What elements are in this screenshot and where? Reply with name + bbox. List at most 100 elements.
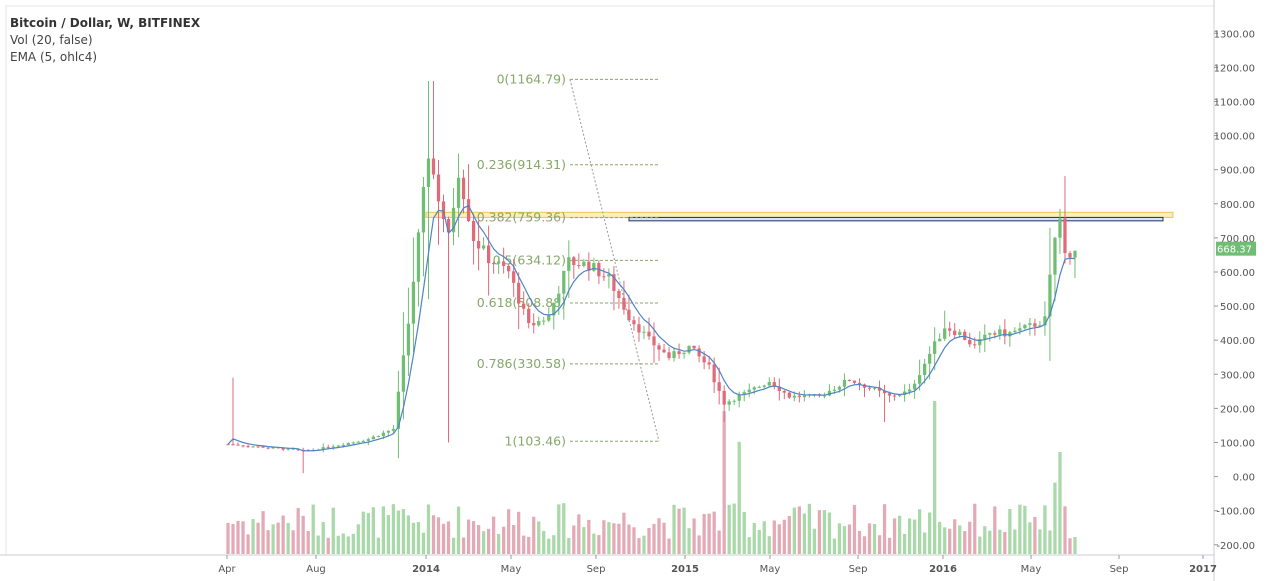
candle-body	[507, 265, 511, 272]
candles	[226, 81, 1077, 474]
volume-bar	[286, 523, 290, 554]
candle-body	[938, 338, 942, 342]
candle-body	[882, 390, 887, 394]
volume-bar	[832, 538, 837, 554]
fib-level-label: 1(103.46)	[505, 433, 566, 448]
candle-body	[978, 339, 982, 346]
candle-body	[988, 333, 992, 335]
candle-body	[361, 440, 365, 442]
volume-bar	[542, 531, 546, 554]
y-tick-label: 400.00	[1220, 336, 1255, 347]
candle-body	[928, 353, 932, 364]
candle-body	[441, 201, 446, 220]
candle-body	[757, 386, 761, 388]
volume-bar	[1003, 532, 1007, 554]
candle-body	[366, 439, 370, 441]
volume-bar	[351, 533, 355, 554]
volume-bar	[677, 508, 681, 554]
volume-bar	[973, 503, 977, 554]
volume-bar	[847, 524, 852, 554]
candle-body	[867, 387, 872, 389]
volume-bar	[797, 506, 801, 554]
volume-bar	[411, 522, 416, 554]
candle-body	[476, 241, 481, 249]
volume-bar	[507, 509, 511, 554]
volume-bar	[291, 530, 295, 554]
axes: 1300.00 1200.00 1100.00 1000.00 900.00 800.00…	[218, 29, 1256, 575]
fib-level-label: 0.236(914.31)	[477, 157, 566, 172]
volume-bar	[517, 511, 521, 554]
candle-body	[577, 265, 581, 267]
volume-bar	[727, 504, 731, 554]
volume-bar	[827, 512, 832, 554]
candle-body	[1068, 253, 1072, 258]
volume-bar	[782, 519, 786, 554]
candle-body	[602, 276, 606, 278]
candle-body	[662, 349, 666, 353]
volume-bar	[978, 536, 982, 554]
volume-bar	[431, 515, 436, 554]
candle-body	[852, 380, 857, 383]
x-tick-label: Sep	[849, 564, 868, 575]
candle-body	[727, 401, 731, 405]
volume-legend: Vol (20, false)	[10, 33, 93, 47]
volume-bar	[271, 524, 275, 554]
candle-body	[346, 443, 350, 445]
volume-bar	[346, 536, 350, 554]
candle-body	[948, 328, 952, 331]
candle-body	[502, 261, 506, 266]
volume-bar	[1018, 504, 1022, 554]
x-tick-label: May	[501, 564, 522, 575]
volume-bar	[877, 535, 882, 554]
volume-bar	[311, 504, 315, 554]
volume-bar	[567, 538, 571, 554]
candle-body	[241, 445, 245, 447]
candle-body	[702, 356, 706, 363]
candle-body	[998, 329, 1002, 335]
volume-bar	[943, 527, 947, 554]
candle-body	[497, 261, 501, 264]
candle-body	[637, 324, 641, 333]
volume-bar	[471, 521, 476, 554]
volume-bar	[266, 530, 270, 554]
volume-bar	[752, 522, 756, 554]
y-tick-label: 900.00	[1220, 166, 1255, 177]
volume-bar	[381, 506, 385, 554]
candle-body	[632, 320, 636, 325]
chart-title: Bitcoin / Dollar, W, BITFINEX	[10, 16, 201, 30]
volume-bar	[662, 522, 666, 554]
y-tick-label: 1300.00	[1214, 29, 1255, 40]
candle-body	[933, 341, 937, 354]
candle-body	[271, 447, 275, 449]
volume-bar	[607, 522, 611, 554]
ema-legend: EMA (5, ohlc4)	[10, 50, 98, 64]
candle-body	[356, 441, 360, 443]
candle-body	[682, 352, 686, 355]
candle-body	[707, 362, 711, 365]
volume-bar	[742, 511, 746, 554]
candle-body	[897, 394, 902, 396]
volume-bar	[331, 507, 335, 554]
volume-bar	[336, 535, 340, 554]
candle-body	[697, 348, 701, 357]
volume-bar	[296, 508, 300, 554]
volume-bar	[772, 520, 776, 554]
candle-body	[466, 199, 471, 221]
volume-bar	[1048, 530, 1052, 554]
candle-body	[386, 430, 391, 433]
volume-bar	[912, 519, 917, 554]
candle-body	[226, 444, 230, 446]
candle-body	[246, 445, 250, 447]
candle-body	[887, 393, 892, 396]
volume-bar	[476, 525, 481, 554]
volume-bar	[647, 527, 651, 554]
volume-bar	[642, 535, 646, 554]
volume-bar	[451, 537, 456, 554]
volume-bar	[907, 518, 912, 554]
candle-body	[446, 219, 451, 233]
y-tick-label: 800.00	[1220, 200, 1255, 211]
volume-bar	[687, 528, 691, 554]
candle-body	[281, 448, 285, 450]
candle-body	[236, 444, 240, 446]
